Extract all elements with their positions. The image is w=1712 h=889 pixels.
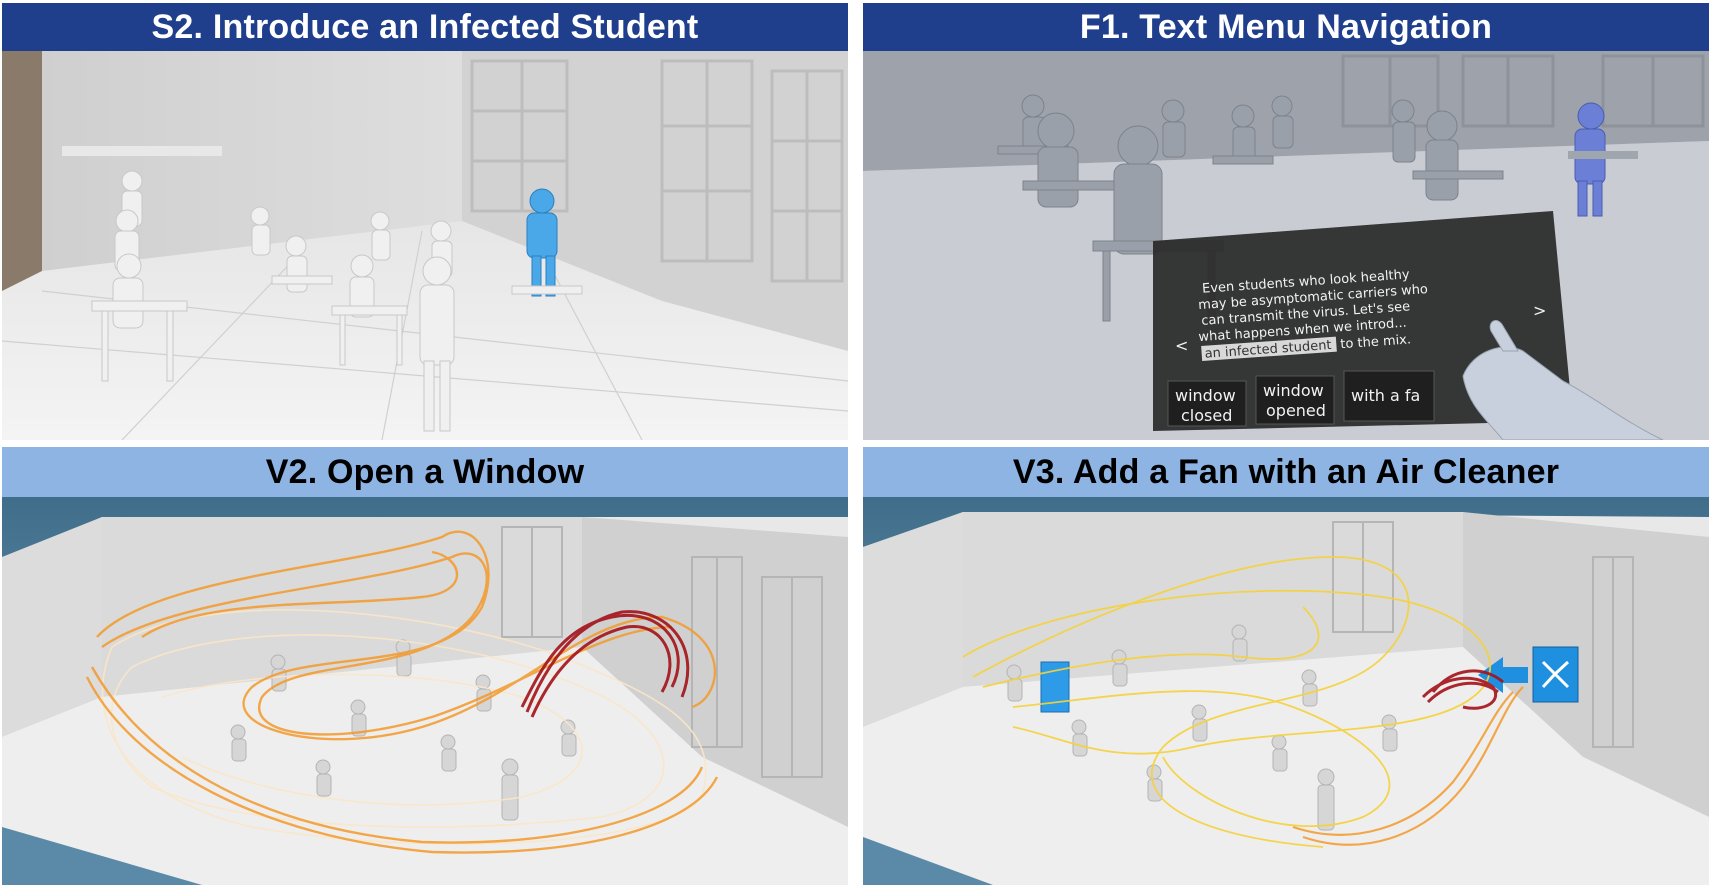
airflow-streamlines-darkred <box>1421 669 1504 710</box>
airflow-render <box>2 497 848 885</box>
panel-v2: V2. Open a Window <box>2 447 848 885</box>
panel-f1: F1. Text Menu Navigation <box>863 3 1709 440</box>
btn-window-closed-l2[interactable]: closed <box>1181 406 1232 425</box>
hand-pointer-icon <box>1462 320 1664 440</box>
panel-s2: S2. Introduce an Infected Student <box>2 3 848 440</box>
airflow-streamlines-yellow <box>962 556 1491 848</box>
fan-icon <box>1532 646 1579 703</box>
airflow-streamlines-darkred <box>520 610 690 718</box>
airflow-scene-fan <box>863 497 1709 885</box>
panel-title: F1. Text Menu Navigation <box>863 3 1709 51</box>
btn-window-opened-l2[interactable]: opened <box>1266 401 1326 420</box>
infected-student-figure <box>526 188 558 297</box>
btn-window-closed-l1[interactable]: window <box>1175 386 1236 405</box>
vr-render: < > Even students who look healthy may b… <box>863 51 1709 440</box>
btn-with-fan[interactable]: with a fa <box>1351 386 1420 405</box>
panel-title: S2. Introduce an Infected Student <box>2 3 848 51</box>
panel-title: V2. Open a Window <box>2 447 848 497</box>
airflow-streamlines-orange <box>85 530 719 854</box>
windows-group <box>470 59 844 283</box>
btn-window-opened-l1[interactable]: window <box>1263 381 1324 400</box>
panel-title: V3. Add a Fan with an Air Cleaner <box>863 447 1709 497</box>
teacher-figure <box>419 256 455 432</box>
airflow-scene-window <box>2 497 848 885</box>
prev-arrow[interactable]: < <box>1175 336 1188 355</box>
vr-menu-scene: < > Even students who look healthy may b… <box>863 51 1709 440</box>
classroom-scene <box>2 51 848 440</box>
menu-after-highlight: to the mix. <box>1340 332 1412 352</box>
next-arrow[interactable]: > <box>1533 301 1546 320</box>
airflow-render <box>863 497 1709 885</box>
panel-v3: V3. Add a Fan with an Air Cleaner <box>863 447 1709 885</box>
airflow-streamlines-orange <box>1292 686 1524 846</box>
classroom-render <box>2 51 848 440</box>
